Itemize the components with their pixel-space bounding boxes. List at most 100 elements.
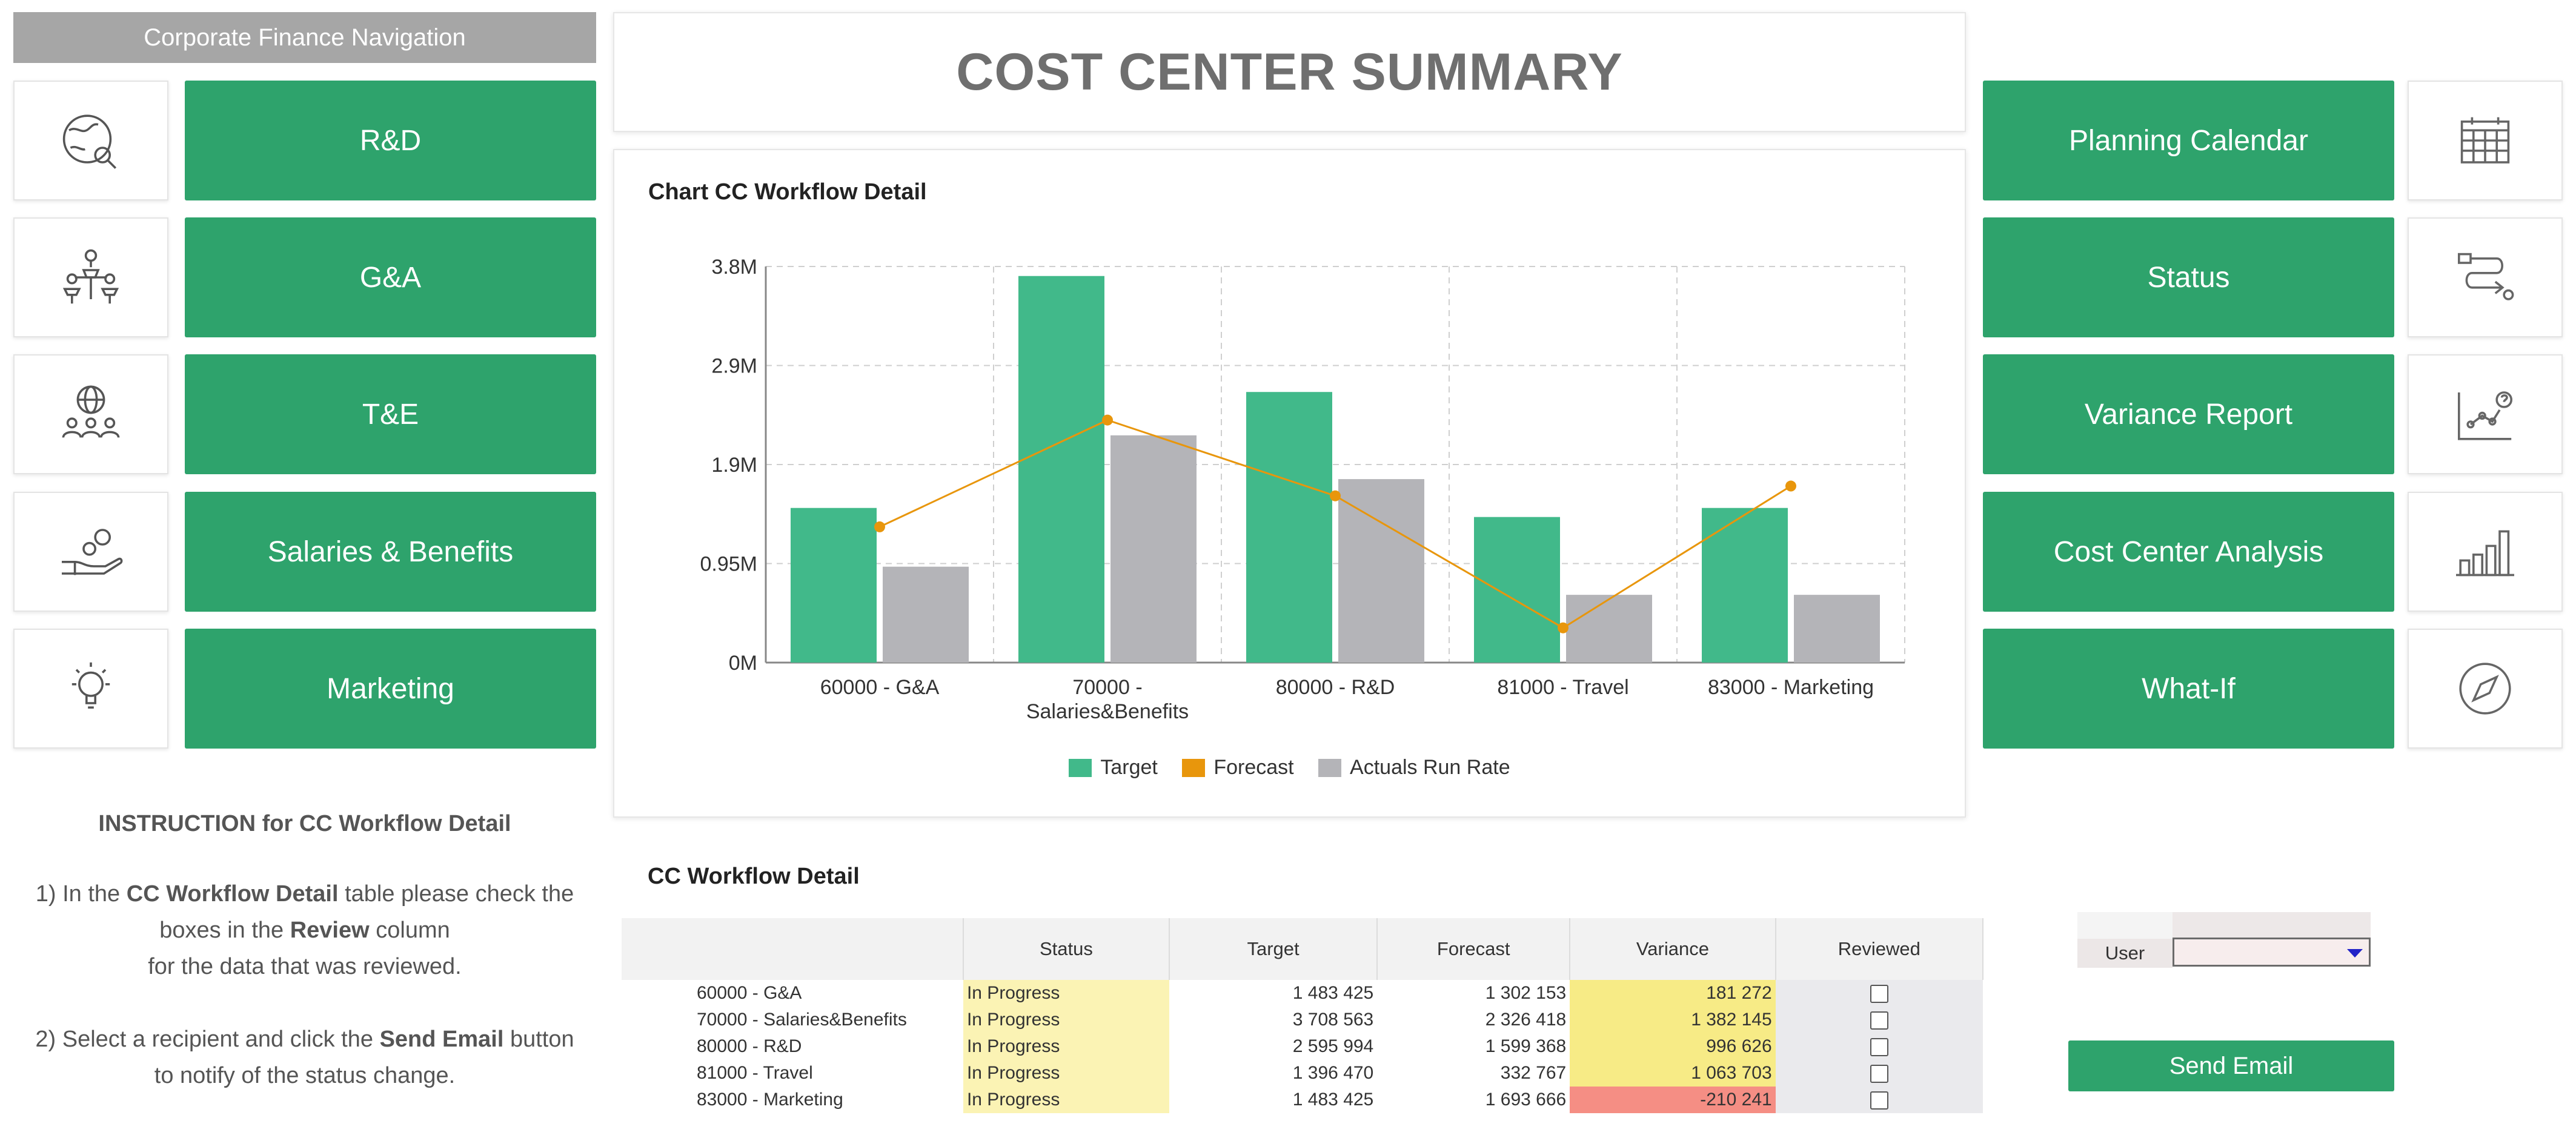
nav-cost-center-analysis-button[interactable]: Cost Center Analysis xyxy=(1983,492,2394,612)
x-tick-label: 83000 - Marketing xyxy=(1708,676,1874,699)
point-forecast xyxy=(1785,480,1796,492)
cell-forecast: 1 693 666 xyxy=(1485,1090,1567,1110)
instructions: INSTRUCTION for CC Workflow Detail 1) In… xyxy=(13,806,596,1094)
header-variance: Variance xyxy=(1570,918,1776,980)
cell-cost-center: 70000 - Salaries&Benefits xyxy=(697,1010,907,1030)
cell-variance: 181 272 xyxy=(1570,980,1776,1007)
x-tick-label: 80000 - R&D xyxy=(1276,676,1395,699)
user-select-header xyxy=(2077,912,2371,939)
cell-cost-center: 81000 - Travel xyxy=(697,1063,813,1083)
nav-salaries-button[interactable]: Salaries & Benefits xyxy=(185,492,596,612)
nav-planning-calendar-button[interactable]: Planning Calendar xyxy=(1983,81,2394,200)
legend-swatch-forecast xyxy=(1182,758,1206,777)
bar-target xyxy=(791,508,877,663)
cell-status: In Progress xyxy=(963,1087,1169,1113)
lightbulb-icon[interactable] xyxy=(13,629,168,749)
legend-item-actuals: Actuals Run Rate xyxy=(1318,756,1510,779)
legend-swatch-actuals xyxy=(1318,758,1342,777)
cell-variance: 1 382 145 xyxy=(1570,1007,1776,1033)
y-tick-label: 0.95M xyxy=(700,553,758,576)
y-tick-label: 3.8M xyxy=(711,256,757,279)
org-structure-icon[interactable] xyxy=(13,217,168,337)
cell-target: 1 483 425 xyxy=(1292,983,1374,1003)
user-dropdown[interactable] xyxy=(2173,938,2371,967)
bar-actuals-run-rate xyxy=(1338,479,1424,663)
point-forecast xyxy=(1102,414,1113,426)
table-row: 70000 - Salaries&Benefits In Progress 3 70… xyxy=(622,1007,1983,1033)
header-status: Status xyxy=(963,918,1170,980)
cell-forecast: 1 302 153 xyxy=(1485,983,1567,1003)
x-tick-label: Salaries&Benefits xyxy=(1026,700,1189,723)
cell-status: In Progress xyxy=(963,1007,1169,1033)
cell-target: 1 483 425 xyxy=(1292,1090,1374,1110)
reviewed-checkbox[interactable] xyxy=(1870,1011,1888,1030)
instruction-step-1: 1) In the CC Workflow Detail table pleas… xyxy=(35,881,574,979)
header-target: Target xyxy=(1169,918,1378,980)
reviewed-checkbox[interactable] xyxy=(1870,1065,1888,1083)
bar-actuals-run-rate xyxy=(1794,595,1880,663)
hand-coins-icon[interactable] xyxy=(13,492,168,612)
cell-cost-center: 83000 - Marketing xyxy=(697,1090,843,1110)
send-email-button[interactable]: Send Email xyxy=(2068,1040,2394,1091)
cell-forecast: 2 326 418 xyxy=(1485,1010,1567,1030)
cell-target: 3 708 563 xyxy=(1292,1010,1374,1030)
nav-status-button[interactable]: Status xyxy=(1983,217,2394,337)
cell-reviewed xyxy=(1775,1060,1983,1087)
line-chart-question-icon[interactable] xyxy=(2408,354,2563,474)
cell-status: In Progress xyxy=(963,1033,1169,1060)
line-forecast xyxy=(879,418,1791,629)
instructions-heading: INSTRUCTION for CC Workflow Detail xyxy=(98,811,511,836)
x-tick-label: 60000 - G&A xyxy=(820,676,940,699)
header-reviewed: Reviewed xyxy=(1775,918,1984,980)
table-row: 60000 - G&A In Progress 1 483 425 1 302 153… xyxy=(622,980,1983,1007)
table-row: 81000 - Travel In Progress 1 396 470 332 76… xyxy=(622,1060,1983,1087)
nav-header: Corporate Finance Navigation xyxy=(13,12,596,63)
cell-status: In Progress xyxy=(963,1060,1169,1087)
point-forecast xyxy=(1558,622,1569,634)
cell-reviewed xyxy=(1775,1087,1983,1113)
cc-workflow-chart: 0M 0.95M 1.9M 2.9M 3.8M 60000 - G&A 70000 -Sal… xyxy=(700,256,1905,723)
cell-cost-center: 80000 - R&D xyxy=(697,1036,802,1056)
cell-target: 2 595 994 xyxy=(1292,1036,1374,1056)
cell-variance: 1 063 703 xyxy=(1570,1060,1776,1087)
calendar-icon[interactable] xyxy=(2408,81,2563,200)
cell-variance: 996 626 xyxy=(1570,1033,1776,1060)
chart-legend: Target Forecast Actuals Run Rate xyxy=(614,756,1965,780)
cell-target: 1 396 470 xyxy=(1292,1063,1374,1083)
instruction-step-2: 2) Select a recipient and click the Send… xyxy=(35,1027,574,1088)
reviewed-checkbox[interactable] xyxy=(1870,1091,1888,1110)
bar-target xyxy=(1018,276,1104,663)
nav-te-button[interactable]: T&E xyxy=(185,354,596,474)
cell-forecast: 1 599 368 xyxy=(1485,1036,1567,1056)
chart-title: Chart CC Workflow Detail xyxy=(648,179,927,205)
table-header-row: Status Target Forecast Variance Reviewed xyxy=(622,918,1984,980)
y-tick-label: 1.9M xyxy=(711,454,757,477)
nav-marketing-button[interactable]: Marketing xyxy=(185,629,596,749)
bar-target xyxy=(1246,392,1332,663)
cell-reviewed xyxy=(1775,1033,1983,1060)
cell-variance: -210 241 xyxy=(1570,1087,1776,1113)
table-title: CC Workflow Detail xyxy=(648,864,860,889)
legend-item-forecast: Forecast xyxy=(1182,756,1294,779)
workflow-path-icon[interactable] xyxy=(2408,217,2563,337)
reviewed-checkbox[interactable] xyxy=(1870,1038,1888,1057)
y-tick-label: 0M xyxy=(729,652,757,675)
header-forecast: Forecast xyxy=(1377,918,1571,980)
nav-ga-button[interactable]: G&A xyxy=(185,217,596,337)
compass-icon[interactable] xyxy=(2408,629,2563,749)
nav-what-if-button[interactable]: What-If xyxy=(1983,629,2394,749)
bar-chart-icon[interactable] xyxy=(2408,492,2563,612)
chart-panel: Chart CC Workflow Detail 0M 0.95M 1.9M 2.9M… xyxy=(613,149,1966,818)
table-row: 83000 - Marketing In Progress 1 483 425 1 6… xyxy=(622,1087,1983,1113)
user-label: User xyxy=(2077,939,2173,968)
globe-search-icon[interactable] xyxy=(13,81,168,200)
cell-reviewed xyxy=(1775,980,1983,1007)
bar-target xyxy=(1702,508,1788,663)
nav-variance-report-button[interactable]: Variance Report xyxy=(1983,354,2394,474)
legend-item-target: Target xyxy=(1069,756,1158,779)
globe-people-icon[interactable] xyxy=(13,354,168,474)
reviewed-checkbox[interactable] xyxy=(1870,985,1888,1004)
cell-status: In Progress xyxy=(963,980,1169,1007)
legend-label-actuals: Actuals Run Rate xyxy=(1350,756,1510,779)
nav-rd-button[interactable]: R&D xyxy=(185,81,596,200)
